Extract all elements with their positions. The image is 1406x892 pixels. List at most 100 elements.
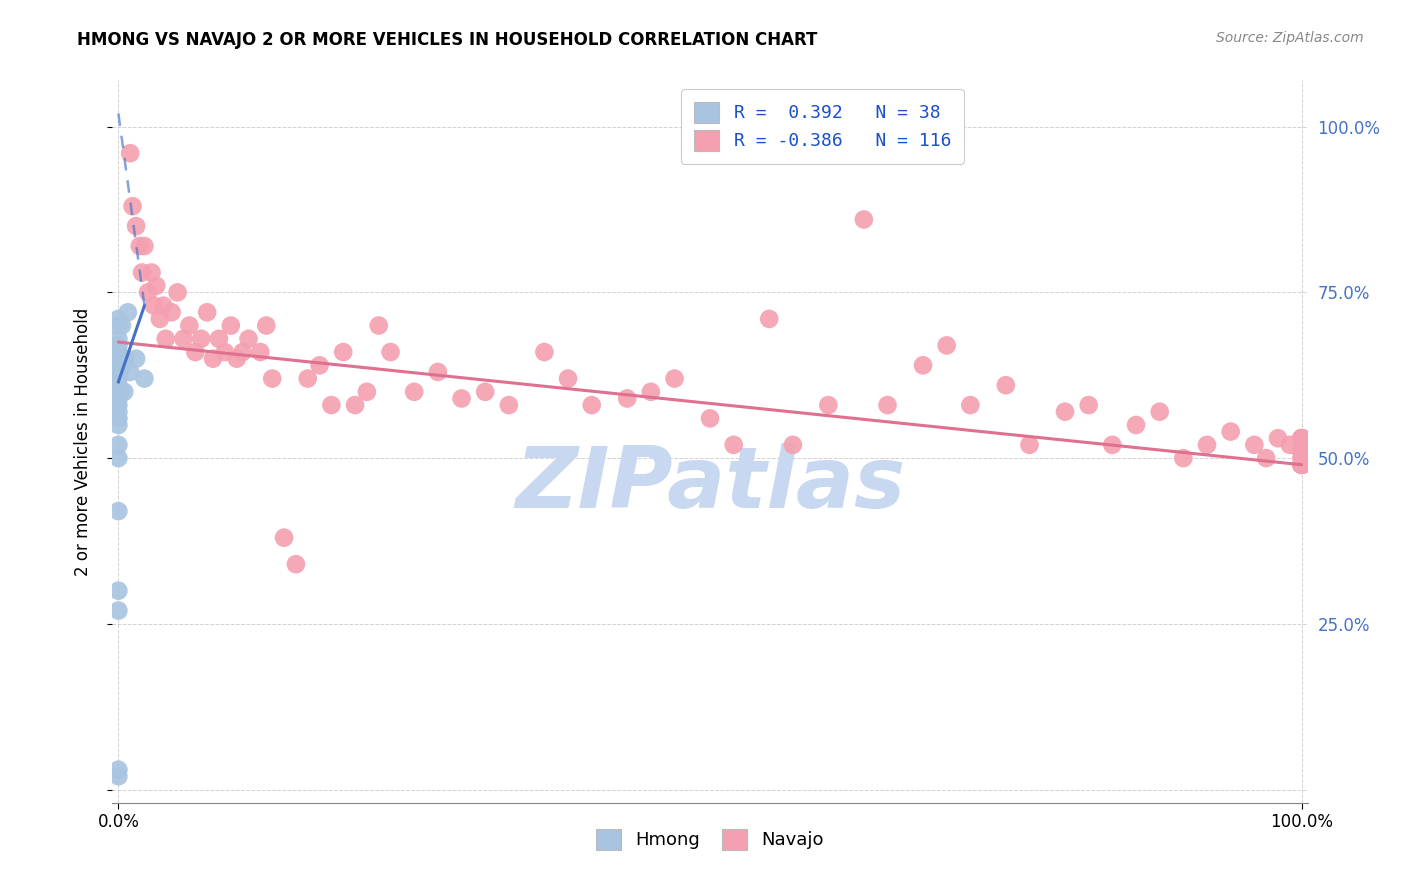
Point — [1291, 458, 1313, 472]
Point — [107, 338, 129, 352]
Point — [107, 769, 129, 783]
Point — [136, 285, 159, 300]
Point — [1291, 444, 1313, 458]
Point — [817, 398, 839, 412]
Point — [184, 345, 207, 359]
Point — [332, 345, 354, 359]
Point — [152, 299, 174, 313]
Point — [699, 411, 721, 425]
Point — [1291, 444, 1313, 458]
Point — [1101, 438, 1123, 452]
Point — [107, 359, 129, 373]
Text: ZIPatlas: ZIPatlas — [515, 443, 905, 526]
Point — [232, 345, 254, 359]
Point — [155, 332, 177, 346]
Point — [1291, 444, 1313, 458]
Point — [142, 299, 165, 313]
Point — [107, 384, 129, 399]
Point — [219, 318, 242, 333]
Point — [1291, 444, 1313, 458]
Text: HMONG VS NAVAJO 2 OR MORE VEHICLES IN HOUSEHOLD CORRELATION CHART: HMONG VS NAVAJO 2 OR MORE VEHICLES IN HO… — [77, 31, 818, 49]
Point — [308, 359, 330, 373]
Point — [1291, 444, 1313, 458]
Point — [149, 312, 172, 326]
Point — [134, 371, 156, 385]
Point — [1291, 458, 1313, 472]
Point — [1173, 451, 1195, 466]
Point — [107, 351, 129, 366]
Point — [994, 378, 1017, 392]
Point — [1291, 458, 1313, 472]
Point — [1291, 458, 1313, 472]
Point — [1291, 458, 1313, 472]
Point — [367, 318, 389, 333]
Point — [664, 371, 686, 385]
Point — [249, 345, 271, 359]
Point — [202, 351, 225, 366]
Point — [297, 371, 319, 385]
Point — [284, 557, 307, 571]
Point — [1291, 451, 1313, 466]
Point — [616, 392, 638, 406]
Point — [1291, 431, 1313, 445]
Point — [134, 239, 156, 253]
Point — [1291, 458, 1313, 472]
Point — [1291, 431, 1313, 445]
Point — [557, 371, 579, 385]
Point — [1195, 438, 1218, 452]
Point — [1291, 458, 1313, 472]
Point — [1291, 444, 1313, 458]
Point — [1291, 458, 1313, 472]
Point — [107, 312, 129, 326]
Point — [450, 392, 472, 406]
Point — [107, 345, 129, 359]
Point — [1291, 458, 1313, 472]
Point — [112, 359, 135, 373]
Point — [1291, 451, 1313, 466]
Point — [380, 345, 402, 359]
Point — [131, 266, 153, 280]
Point — [723, 438, 745, 452]
Point — [254, 318, 277, 333]
Point — [214, 345, 236, 359]
Point — [1291, 431, 1313, 445]
Point — [107, 351, 129, 366]
Point — [141, 266, 163, 280]
Point — [160, 305, 183, 319]
Point — [1018, 438, 1040, 452]
Point — [1053, 405, 1076, 419]
Point — [225, 351, 247, 366]
Point — [1291, 431, 1313, 445]
Point — [262, 371, 284, 385]
Point — [426, 365, 449, 379]
Point — [1291, 458, 1313, 472]
Point — [128, 239, 150, 253]
Point — [344, 398, 367, 412]
Point — [195, 305, 218, 319]
Point — [533, 345, 555, 359]
Point — [1077, 398, 1099, 412]
Point — [1291, 431, 1313, 445]
Point — [1219, 425, 1241, 439]
Point — [107, 451, 129, 466]
Point — [172, 332, 194, 346]
Point — [108, 365, 131, 379]
Point — [238, 332, 260, 346]
Point — [1291, 444, 1313, 458]
Point — [107, 392, 129, 406]
Point — [1291, 431, 1313, 445]
Point — [107, 332, 129, 346]
Text: Source: ZipAtlas.com: Source: ZipAtlas.com — [1216, 31, 1364, 45]
Point — [1291, 431, 1313, 445]
Point — [758, 312, 780, 326]
Point — [107, 371, 129, 385]
Point — [1291, 431, 1313, 445]
Point — [107, 398, 129, 412]
Point — [959, 398, 981, 412]
Point — [404, 384, 426, 399]
Point — [935, 338, 957, 352]
Point — [474, 384, 496, 399]
Point — [1243, 438, 1265, 452]
Point — [107, 504, 129, 518]
Point — [107, 417, 129, 432]
